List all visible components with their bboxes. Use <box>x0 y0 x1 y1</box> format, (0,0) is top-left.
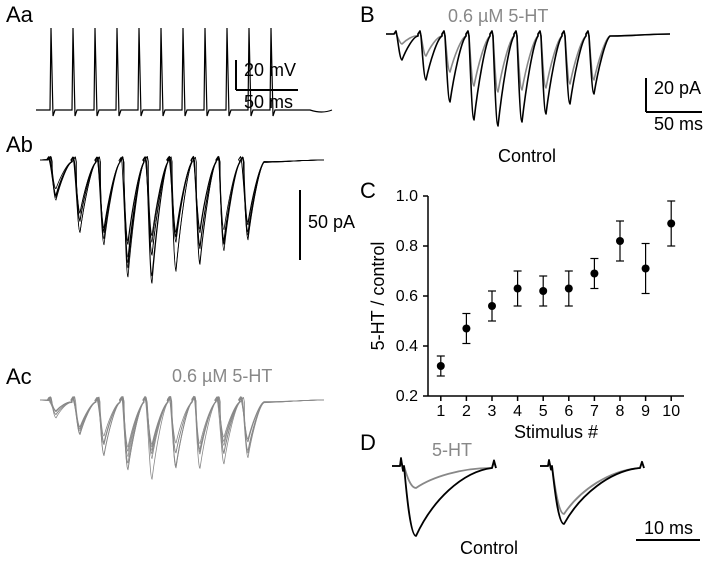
svg-text:50 ms: 50 ms <box>244 92 293 112</box>
svg-text:5-HT / control: 5-HT / control <box>368 242 388 351</box>
svg-text:50 pA: 50 pA <box>308 212 355 232</box>
svg-text:1: 1 <box>436 403 445 420</box>
svg-text:10: 10 <box>662 403 680 420</box>
svg-text:8: 8 <box>616 403 625 420</box>
d-control-label: Control <box>460 538 518 559</box>
svg-text:0.2: 0.2 <box>396 388 418 405</box>
panel-label-d: D <box>360 430 376 456</box>
svg-text:3: 3 <box>488 403 497 420</box>
svg-text:6: 6 <box>564 403 573 420</box>
svg-text:50 ms: 50 ms <box>654 114 703 134</box>
svg-text:0.4: 0.4 <box>396 338 418 355</box>
svg-text:0.6: 0.6 <box>396 288 418 305</box>
svg-text:1.0: 1.0 <box>396 188 418 205</box>
svg-text:10 ms: 10 ms <box>644 518 693 538</box>
svg-text:5: 5 <box>539 403 548 420</box>
figure-svg: 20 mV 50 ms 50 pA 20 pA 50 ms 0.2 0.4 0.6 0.8 1.0… <box>0 0 720 568</box>
svg-text:Stimulus #: Stimulus # <box>514 422 598 442</box>
svg-text:4: 4 <box>513 403 522 420</box>
ac-condition-label: 0.6 µM 5-HT <box>172 366 272 387</box>
panel-label-b: B <box>360 2 375 28</box>
svg-text:9: 9 <box>641 403 650 420</box>
panel-label-c: C <box>360 178 376 204</box>
svg-text:20 pA: 20 pA <box>654 78 701 98</box>
svg-text:7: 7 <box>590 403 599 420</box>
svg-text:20 mV: 20 mV <box>244 60 296 80</box>
panel-label-ab: Ab <box>6 132 33 158</box>
d-5ht-label: 5-HT <box>432 440 472 461</box>
panel-label-aa: Aa <box>6 2 33 28</box>
b-control-label: Control <box>498 146 556 167</box>
panel-label-ac: Ac <box>6 364 32 390</box>
b-5ht-label: 0.6 µM 5-HT <box>448 6 548 27</box>
svg-text:0.8: 0.8 <box>396 238 418 255</box>
svg-text:2: 2 <box>462 403 471 420</box>
